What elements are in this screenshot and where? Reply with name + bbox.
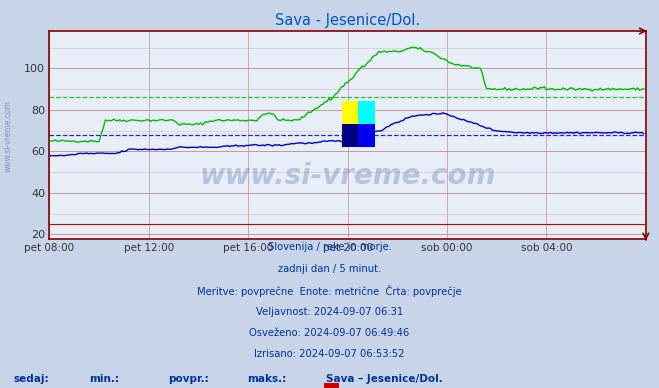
- Text: sedaj:: sedaj:: [13, 374, 49, 385]
- Text: Slovenija / reke in morje.: Slovenija / reke in morje.: [268, 242, 391, 253]
- Title: Sava - Jesenice/Dol.: Sava - Jesenice/Dol.: [275, 14, 420, 28]
- Text: povpr.:: povpr.:: [168, 374, 209, 385]
- Bar: [358, 124, 374, 147]
- Text: Sava – Jesenice/Dol.: Sava – Jesenice/Dol.: [326, 374, 443, 385]
- Text: Izrisano: 2024-09-07 06:53:52: Izrisano: 2024-09-07 06:53:52: [254, 349, 405, 359]
- Text: www.si-vreme.com: www.si-vreme.com: [200, 162, 496, 191]
- Text: Osveženo: 2024-09-07 06:49:46: Osveženo: 2024-09-07 06:49:46: [249, 328, 410, 338]
- Text: min.:: min.:: [89, 374, 119, 385]
- Text: www.si-vreme.com: www.si-vreme.com: [3, 100, 13, 172]
- Bar: [341, 101, 358, 124]
- Text: zadnji dan / 5 minut.: zadnji dan / 5 minut.: [278, 264, 381, 274]
- Text: Veljavnost: 2024-09-07 06:31: Veljavnost: 2024-09-07 06:31: [256, 307, 403, 317]
- Text: Meritve: povprečne  Enote: metrične  Črta: povprečje: Meritve: povprečne Enote: metrične Črta:…: [197, 285, 462, 297]
- Bar: [341, 124, 358, 147]
- Text: maks.:: maks.:: [247, 374, 287, 385]
- Bar: [358, 101, 374, 124]
